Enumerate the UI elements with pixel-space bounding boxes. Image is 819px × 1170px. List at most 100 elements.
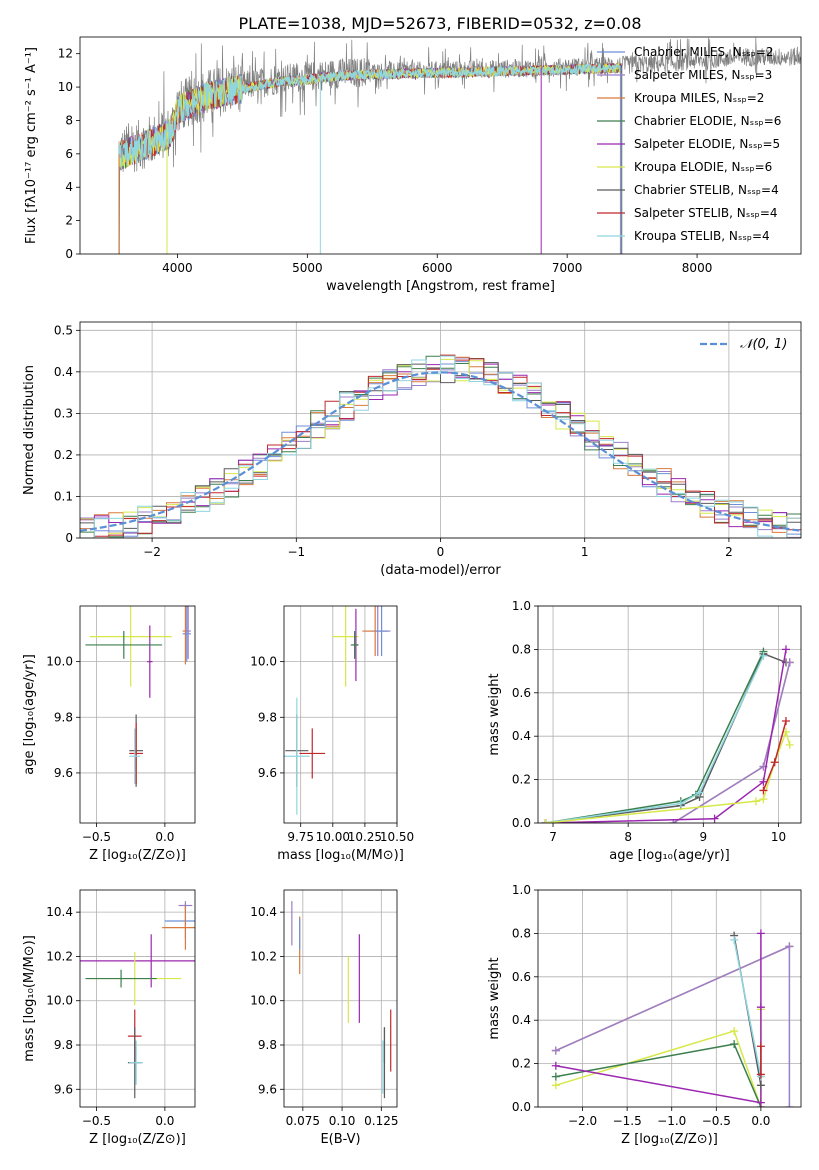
y-tick-label: 0.0: [512, 1100, 531, 1114]
spectrum-ylabel: Flux [fλ10⁻¹⁷ erg cm⁻² s⁻¹ A⁻¹]: [24, 47, 39, 244]
age-vs-mass-frame: [283, 605, 398, 824]
mass-vs-Z-panel: −0.5 0.0 9.6 9.8 10.0 10.2 10.4 Z [log₁₀(Z/Z⊙)]…: [22, 889, 196, 1147]
y-tick-label: 0.2: [512, 1057, 531, 1071]
y-tick-label: 12: [58, 47, 73, 61]
weight-line: [555, 933, 762, 1104]
x-tick-label: 7: [549, 830, 557, 844]
weight-marker: [756, 929, 765, 938]
data-point: [129, 722, 143, 785]
weight-line: [555, 945, 791, 1107]
y-tick-label: 9.8: [258, 710, 277, 724]
y-tick-label: 0.8: [512, 926, 531, 940]
x-tick-label: 8000: [682, 261, 713, 275]
weight-series-8: [730, 935, 765, 1081]
data-point: [299, 728, 326, 779]
weight-series-3: [541, 647, 768, 823]
data-point: [89, 606, 172, 687]
data-point: [129, 1040, 143, 1085]
weight-marker: [551, 1046, 560, 1055]
y-tick-label: 9.8: [258, 1038, 277, 1052]
y-tick-label: 9.6: [258, 766, 277, 780]
x-tick-label: 6000: [422, 261, 453, 275]
y-tick-label: 0.2: [54, 448, 73, 462]
weight-marker: [756, 1070, 765, 1079]
y-tick-label: 1.0: [512, 599, 531, 613]
spectrum-panel: 4000 5000 6000 7000 8000 0 2 4 6 8 10 12 wavelength …: [24, 36, 802, 294]
weight-vs-age-frame: [537, 605, 802, 824]
age-vs-Z-plot-area: [85, 606, 191, 787]
weight-marker: [676, 799, 685, 808]
y-tick-label: 0.4: [512, 729, 531, 743]
legend-label: Kroupa MILES, Nₛₛₚ=2: [634, 91, 764, 105]
age-vs-Z-frame: [79, 605, 196, 824]
x-tick-label: 0: [437, 545, 445, 559]
y-tick-label: 0.0: [512, 816, 531, 830]
weight-vs-Z-ylabel: mass weight: [487, 957, 502, 1039]
mass-vs-ebv-panel: 0.075 0.10 0.125 9.6 9.8 10.0 10.2 10.4 E(B-V): [250, 889, 398, 1147]
x-tick-label: 7000: [552, 261, 583, 275]
residuals-frame: [79, 321, 802, 539]
x-tick-label: −1: [287, 545, 305, 559]
y-tick-label: 0: [65, 247, 73, 261]
y-tick-label: 0.1: [54, 489, 73, 503]
weight-marker: [770, 758, 779, 767]
weight-marker: [551, 1061, 560, 1070]
x-tick-label: 0.0: [751, 1114, 770, 1128]
legend-label: 𝒩(0, 1): [740, 337, 787, 352]
weight-marker: [756, 1081, 765, 1090]
gaussian-curve: [80, 371, 801, 532]
weight-vs-Z-panel: −2.0 −1.5 −1.0 −0.5 0.0 0.0 0.2 0.4 0.6 0.8 1.0 Z […: [487, 883, 802, 1147]
legend-label: Chabrier MILES, Nₛₛₚ=2: [634, 45, 774, 59]
x-tick-label: −0.5: [82, 830, 111, 844]
y-tick-label: 0: [65, 531, 73, 545]
weight-series-7: [759, 717, 790, 795]
mass-vs-Z-ylabel: mass [log₁₀(M/M⊙)]: [22, 935, 37, 1062]
y-tick-label: 10.2: [46, 949, 73, 963]
model-8-spectrum: [118, 62, 622, 170]
weight-marker: [551, 1081, 560, 1090]
y-tick-label: 6: [65, 147, 73, 161]
x-tick-label: 10.00: [316, 830, 350, 844]
weight-marker: [730, 935, 739, 944]
x-tick-label: 0.125: [364, 1114, 398, 1128]
weight-vs-Z-frame: [537, 889, 802, 1108]
mass-vs-Z-plot-area: [80, 901, 195, 1099]
data-point: [162, 905, 195, 950]
data-point: [85, 969, 157, 988]
x-tick-label: 0.10: [329, 1114, 356, 1128]
mass-vs-ebv-frame: [283, 889, 398, 1108]
weight-series-1: [551, 942, 794, 1107]
weight-line: [545, 651, 765, 823]
weight-marker: [785, 1103, 794, 1107]
data-point: [129, 728, 141, 785]
age-vs-mass-plot-area: [284, 606, 391, 815]
age-vs-Z-xlabel: Z [log₁₀(Z/Z⊙)]: [89, 848, 186, 863]
weight-line: [545, 649, 787, 823]
data-point: [147, 625, 153, 698]
y-tick-label: 0.6: [512, 970, 531, 984]
y-tick-label: 0.5: [54, 323, 73, 337]
weight-series-8: [541, 651, 768, 823]
weight-marker: [730, 1027, 739, 1036]
x-tick-label: 10.50: [380, 830, 414, 844]
weight-series-7: [756, 1042, 765, 1079]
residuals-ylabel: Normed distribution: [22, 365, 37, 495]
mass-vs-Z-xlabel: Z [log₁₀(Z/Z⊙)]: [89, 1132, 186, 1147]
y-tick-label: 10.0: [250, 994, 277, 1008]
age-vs-Z-ylabel: age [log₁₀(age/yr)]: [22, 654, 37, 775]
y-tick-label: 9.6: [54, 766, 73, 780]
y-tick-label: 10.2: [250, 949, 277, 963]
legend-label: Salpeter STELIB, Nₛₛₚ=4: [634, 206, 778, 220]
x-tick-label: 9: [699, 830, 707, 844]
weight-marker: [756, 1003, 765, 1012]
y-tick-label: 4: [65, 180, 73, 194]
data-point: [80, 934, 195, 988]
y-tick-label: 9.8: [54, 710, 73, 724]
x-tick-label: −0.5: [702, 1114, 731, 1128]
x-tick-label: −2: [143, 545, 161, 559]
weight-marker: [541, 819, 550, 823]
weight-marker: [759, 786, 768, 795]
data-point: [284, 697, 310, 815]
